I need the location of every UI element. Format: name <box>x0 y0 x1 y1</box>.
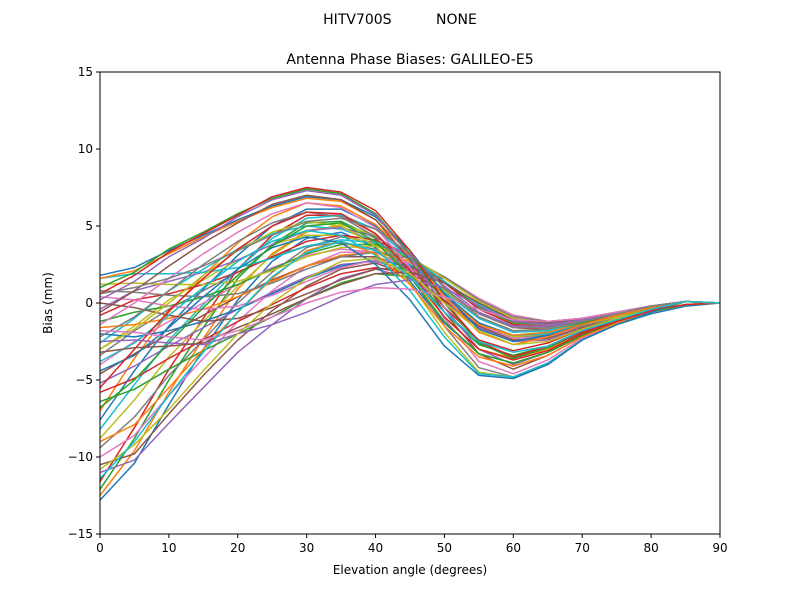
y-tick-label: −5 <box>75 373 93 387</box>
y-tick-label: 10 <box>78 142 93 156</box>
y-tick-label: 15 <box>78 65 93 79</box>
series-line-48 <box>99 217 721 332</box>
radome-name: NONE <box>436 12 477 28</box>
plot-frame <box>99 71 721 535</box>
series-layer <box>99 186 721 501</box>
x-tick-label: 0 <box>96 541 104 555</box>
y-tick-label: −10 <box>68 450 93 464</box>
y-tick-label: 5 <box>85 219 93 233</box>
x-tick-label: 70 <box>575 541 590 555</box>
plot-area <box>100 72 720 534</box>
series-line-47 <box>99 286 721 341</box>
x-tick-label: 80 <box>643 541 658 555</box>
x-tick-label: 10 <box>161 541 176 555</box>
antenna-name: HITV700S <box>323 12 392 28</box>
x-tick-label: 30 <box>299 541 314 555</box>
x-tick-label: 50 <box>437 541 452 555</box>
x-tick-label: 90 <box>712 541 727 555</box>
series-line-41 <box>99 236 721 380</box>
series-line-44 <box>99 211 721 389</box>
x-tick-label: 40 <box>368 541 383 555</box>
x-tick-label: 60 <box>506 541 521 555</box>
y-tick-label: 0 <box>85 296 93 310</box>
series-line-50 <box>99 240 721 480</box>
y-tick-label: −15 <box>68 527 93 541</box>
y-axis-label: Bias (mm) <box>41 272 55 334</box>
axes-layer: 0 10 20 30 40 50 60 70 80 90 −15 −10 −5 0 5 10 15 <box>68 65 728 555</box>
chart-suptitle: HITV700S NONE <box>323 12 477 28</box>
series-line-49 <box>99 257 721 470</box>
x-axis-label: Elevation angle (degrees) <box>333 563 487 577</box>
chart-title: Antenna Phase Biases: GALILEO-E5 <box>286 52 533 68</box>
x-tick-label: 20 <box>230 541 245 555</box>
series-line-42 <box>99 240 721 443</box>
